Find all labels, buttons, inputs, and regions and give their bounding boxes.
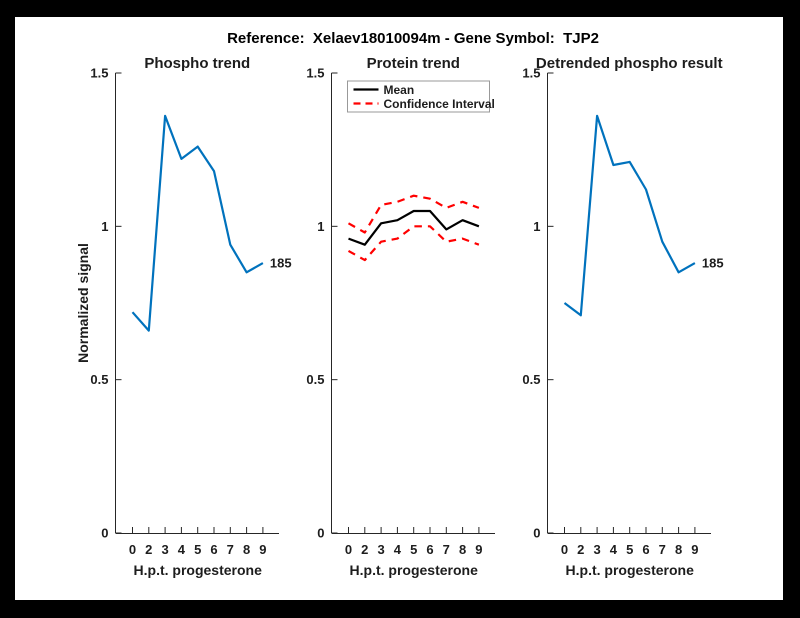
subplot-2-mean-line [348,209,480,246]
subplot-3-x-tick-label: 8 [675,542,682,557]
subplot-1-x-tick-label: 6 [210,542,217,557]
subplot-2-x-tick-label: 8 [459,542,466,557]
subplot-3-x-tick-label: 7 [659,542,666,557]
subplot-3-y-tick-label: 0 [533,526,540,541]
subplot-3-x-tick-label: 0 [561,542,568,557]
subplot-3-title: Detrended phospho result [536,55,723,72]
subplot-2-legend-label-1: Mean [384,83,415,97]
subplot-2-y-tick-label: 1 [317,219,324,234]
subplot-1-x-tick-label: 2 [145,542,152,557]
y-axis-label: Normalized signal [75,243,91,363]
figure-title: Reference: Xelaev18010094m - Gene Symbol… [227,30,599,47]
subplot-2-legend-label-2: Confidence Interval [384,97,495,111]
subplot-1-end-label: 185 [270,256,292,271]
subplot-1-x-tick-label: 8 [243,542,250,557]
subplot-2-x-tick-label: 6 [426,542,433,557]
subplot-1-x-tick-label: 5 [194,542,201,557]
subplot-2-x-tick-label: 7 [443,542,450,557]
subplot-3-y-tick-label: 1 [533,219,540,234]
subplot-1-x-axis-label: H.p.t. progesterone [134,562,263,578]
subplot-2-y-tick-label: 0.5 [306,372,324,387]
subplot-2-title: Protein trend [367,55,460,72]
subplot-3-x-axis-label: H.p.t. progesterone [566,562,695,578]
subplot-3-y-tick-label: 0.5 [522,372,540,387]
subplot-3-detrended-phospho-line [563,114,696,317]
subplot-2-x-tick-label: 2 [361,542,368,557]
figure-panel [15,17,783,600]
subplot-2-x-tick-label: 9 [475,542,482,557]
subplot-2-x-tick-label: 4 [394,542,402,557]
subplot-3-x-tick-label: 9 [691,542,698,557]
subplot-2-x-axis-label: H.p.t. progesterone [350,562,479,578]
subplot-3-x-tick-label: 2 [577,542,584,557]
subplot-3-x-tick-label: 6 [642,542,649,557]
subplot-2-confidence-interval-upper-line [347,194,480,234]
subplot-1-title: Phospho trend [144,55,250,72]
subplot-1-y-tick-label: 1.5 [90,66,108,81]
subplot-3-x-tick-label: 5 [626,542,633,557]
subplot-1-x-tick-label: 7 [227,542,234,557]
subplot-2-confidence-interval-lower-line [347,225,480,262]
subplot-1-x-tick-label: 3 [161,542,168,557]
subplot-3-y-tick-label: 1.5 [522,66,540,81]
subplot-2-x-tick-label: 5 [410,542,417,557]
subplot-3-end-label: 185 [702,256,724,271]
subplot-2-x-tick-label: 0 [345,542,352,557]
subplot-1-y-tick-label: 0.5 [90,372,108,387]
subplot-2-y-tick-label: 1.5 [306,66,324,81]
subplot-2-x-tick-label: 3 [377,542,384,557]
subplot-1-x-tick-label: 4 [178,542,186,557]
subplot-3-x-tick-label: 3 [593,542,600,557]
subplot-3-x-tick-label: 4 [610,542,618,557]
subplot-2-y-tick-label: 0 [317,526,324,541]
subplot-1-y-tick-label: 1 [101,219,108,234]
subplot-1-x-tick-label: 9 [259,542,266,557]
subplot-1-y-tick-label: 0 [101,526,108,541]
subplot-1-phospho-trend-line [131,114,264,332]
subplot-1-x-tick-label: 0 [129,542,136,557]
subplot-2-legend-box [347,80,490,113]
